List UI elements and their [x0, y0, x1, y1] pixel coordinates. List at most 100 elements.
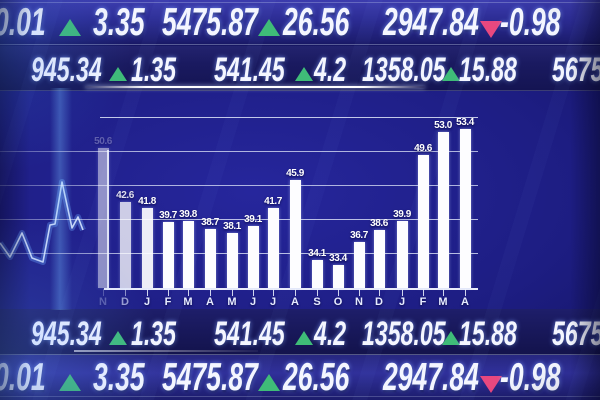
- bar: [373, 229, 385, 288]
- ticker-value: 945.34: [31, 315, 102, 353]
- x-axis-label: F: [419, 296, 427, 308]
- bar: [119, 202, 131, 288]
- ticker-value: 0.01: [0, 356, 46, 399]
- x-axis-label: J: [143, 296, 151, 308]
- axis-tick: [147, 289, 148, 296]
- axis-tick: [295, 289, 296, 296]
- x-axis-label: N: [99, 296, 107, 308]
- x-axis-label: J: [249, 296, 257, 308]
- ticker-change: 3.35: [93, 356, 145, 399]
- x-axis-label: A: [291, 296, 299, 308]
- bar: [247, 226, 259, 288]
- ticker-change: -0.98: [500, 356, 561, 399]
- ticker-value: 945.34: [31, 51, 102, 89]
- axis-tick: [125, 289, 126, 296]
- bar-value-label: 53.4: [456, 116, 474, 128]
- bar: [396, 220, 408, 288]
- x-axis-label: N: [355, 296, 363, 308]
- x-axis-label: D: [375, 296, 383, 308]
- up-arrow-icon: [295, 331, 313, 345]
- up-arrow-icon: [442, 67, 460, 81]
- bar: [267, 208, 279, 288]
- bar: [182, 221, 194, 288]
- bar: [459, 128, 471, 288]
- x-axis-label: J: [398, 296, 406, 308]
- ticker-change: 4.2: [314, 51, 347, 89]
- bar: [332, 264, 344, 288]
- bar: [353, 242, 365, 288]
- ticker-change: 1.35: [131, 315, 177, 353]
- x-axis-label: O: [333, 296, 343, 308]
- bar: [289, 179, 301, 288]
- up-arrow-icon: [59, 19, 81, 36]
- bar-value-label: 45.9: [286, 167, 304, 179]
- axis-tick: [103, 289, 104, 296]
- ticker-change: 26.56: [283, 1, 350, 44]
- ticker-change: -0.98: [500, 1, 561, 44]
- bar: [417, 154, 429, 288]
- x-axis-label: A: [206, 296, 214, 308]
- ticker-value: 2947.84: [383, 356, 479, 399]
- ticker-value-clipped: 5675: [552, 315, 600, 353]
- ticker-value: 541.45: [214, 315, 285, 353]
- x-axis-label: S: [313, 296, 321, 308]
- up-arrow-icon: [59, 374, 81, 391]
- ticker-value: 541.45: [214, 51, 285, 89]
- up-arrow-icon: [295, 67, 313, 81]
- x-axis-label: M: [438, 296, 448, 308]
- up-arrow-icon: [109, 67, 127, 81]
- x-axis-label: J: [269, 296, 277, 308]
- bar: [437, 131, 449, 288]
- bar: [162, 222, 174, 288]
- up-arrow-icon: [258, 374, 280, 391]
- ticker-change: 15.88: [459, 51, 517, 89]
- ticker-change: 3.35: [93, 1, 145, 44]
- axis-tick: [273, 289, 274, 296]
- axis-tick: [168, 289, 169, 296]
- axis-tick: [210, 289, 211, 296]
- axis-tick: [465, 289, 466, 296]
- axis-tick: [402, 289, 403, 296]
- x-axis-label: A: [461, 296, 469, 308]
- gridline-55: [100, 117, 478, 118]
- bar-value-label: 41.7: [264, 196, 282, 208]
- ticker-value: 2947.84: [383, 1, 479, 44]
- ticker-change: 1.35: [131, 51, 177, 89]
- down-arrow-icon: [480, 21, 502, 38]
- ticker-value: 5475.87: [162, 1, 258, 44]
- axis-tick: [253, 289, 254, 296]
- x-axis-line: [104, 288, 478, 290]
- ticker-value: 1358.05: [362, 51, 446, 89]
- ticker-value: 5475.87: [162, 356, 258, 399]
- up-arrow-icon: [109, 331, 127, 345]
- x-axis-label: D: [121, 296, 129, 308]
- axis-tick: [188, 289, 189, 296]
- bar: [97, 147, 109, 288]
- axis-tick: [359, 289, 360, 296]
- bar-value-label: 50.6: [94, 135, 112, 147]
- axis-tick: [443, 289, 444, 296]
- gridline-45: [0, 185, 478, 186]
- ticker-value-clipped: 5675: [552, 51, 600, 89]
- axis-tick: [379, 289, 380, 296]
- ticker-value: 1358.05: [362, 315, 446, 353]
- x-axis-label: M: [183, 296, 193, 308]
- bar: [226, 232, 238, 288]
- axis-tick: [232, 289, 233, 296]
- bar: [204, 228, 216, 288]
- axis-tick: [317, 289, 318, 296]
- down-arrow-icon: [480, 376, 502, 393]
- x-axis-label: M: [227, 296, 237, 308]
- axis-tick: [423, 289, 424, 296]
- ticker-change: 4.2: [314, 315, 347, 353]
- ticker-change: 26.56: [283, 356, 350, 399]
- ticker-value: 0.01: [0, 1, 46, 44]
- up-arrow-icon: [442, 331, 460, 345]
- bar: [311, 260, 323, 288]
- x-axis-label: F: [164, 296, 172, 308]
- ticker-change: 15.88: [459, 315, 517, 353]
- axis-tick: [338, 289, 339, 296]
- bar-value-label: 41.8: [138, 195, 156, 207]
- up-arrow-icon: [258, 19, 280, 36]
